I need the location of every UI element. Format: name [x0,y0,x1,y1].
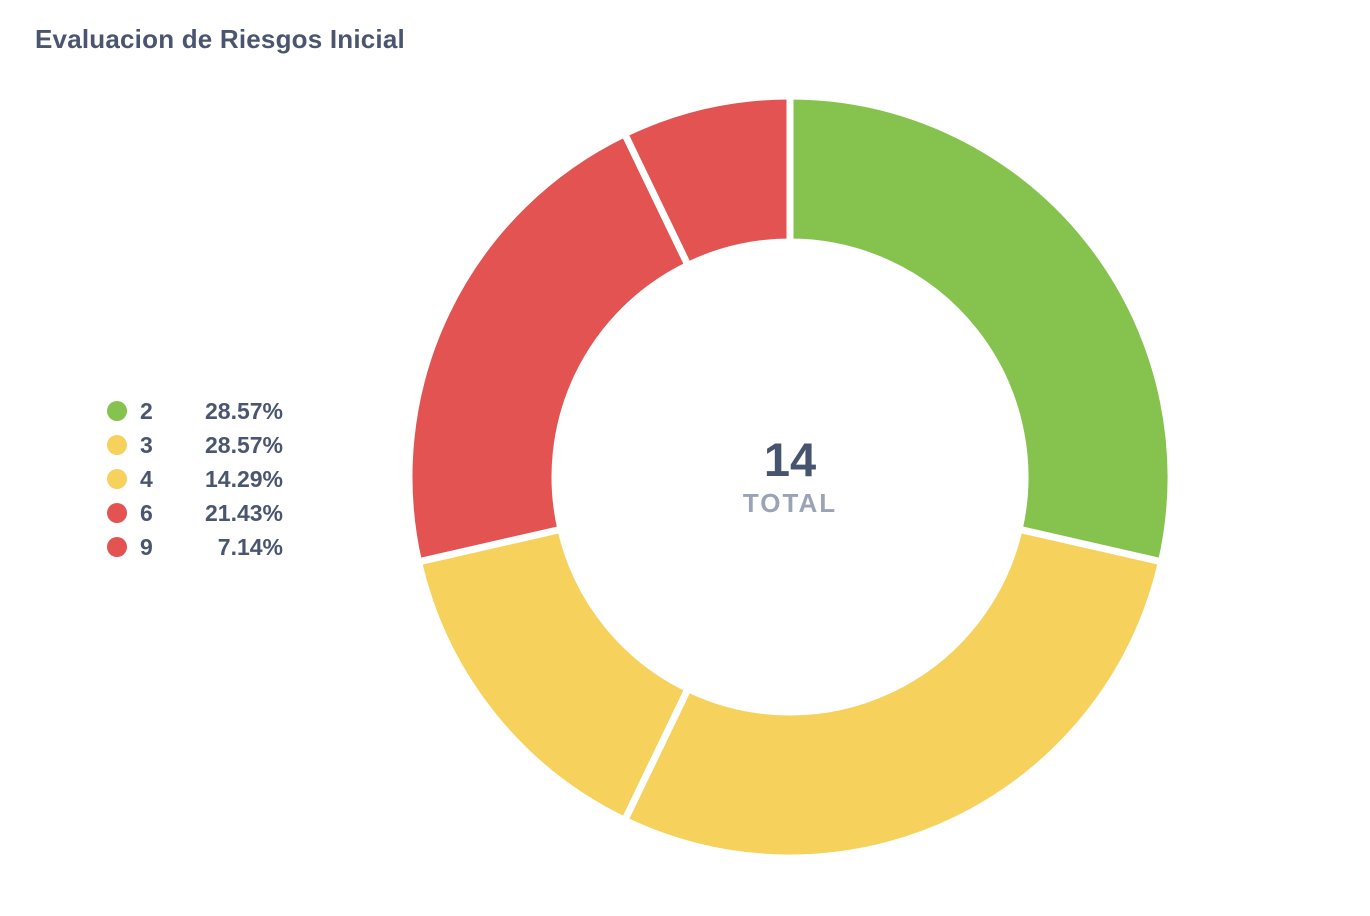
legend-item-percent: 7.14% [217,533,283,560]
legend-item-4[interactable]: 4 14.29% [107,462,283,496]
legend-item-3[interactable]: 3 28.57% [107,428,283,462]
legend-item-6[interactable]: 6 21.43% [107,496,283,530]
legend-dot-icon [107,537,127,557]
legend-item-label: 9 [140,533,153,560]
legend-item-percent: 28.57% [204,397,283,424]
legend-dot-icon [107,435,127,455]
legend-item-percent: 28.57% [204,431,283,458]
chart-legend: 2 28.57% 3 28.57% 4 14.29% 6 21.43% 9 7.14% [107,394,283,564]
donut-segment-3[interactable] [621,525,1165,862]
chart-title: Evaluacion de Riesgos Inicial [35,24,405,54]
legend-item-label: 6 [140,499,153,526]
legend-item-9[interactable]: 9 7.14% [107,530,283,564]
legend-item-2[interactable]: 2 28.57% [107,394,283,428]
legend-item-label: 4 [140,465,153,492]
legend-item-label: 3 [140,431,153,458]
donut-segment-2[interactable] [786,92,1175,566]
legend-dot-icon [107,401,127,421]
legend-item-percent: 14.29% [204,465,283,492]
legend-dot-icon [107,469,127,489]
donut-segment-9[interactable] [621,92,794,269]
legend-item-label: 2 [140,397,153,424]
legend-dot-icon [107,503,127,523]
donut-segment-6[interactable] [405,130,692,566]
legend-item-percent: 21.43% [204,499,283,526]
donut-segment-4[interactable] [415,525,692,824]
